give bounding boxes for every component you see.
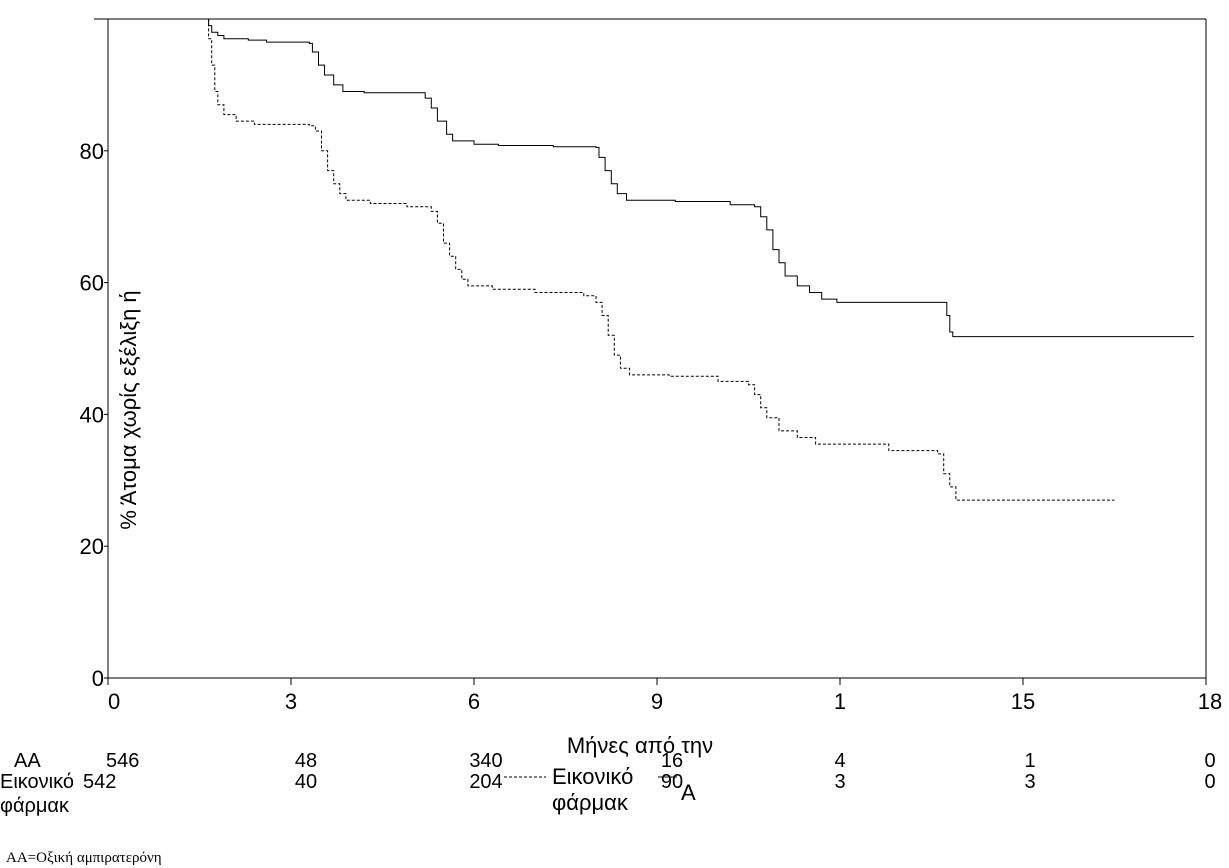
axes [94,18,1207,679]
footnote: AA=Οξική αμπιρατερόνη [6,850,162,866]
y-tick-label: 40 [80,402,104,427]
y-tick-label: 0 [92,666,104,691]
risk-cell: 546 [106,750,139,772]
risk-cell: 0 [1204,771,1215,793]
y-tick-label: 80 [80,139,104,164]
risk-cell: 3 [834,771,845,793]
risk-cell: 4 [834,750,845,772]
series-line-aa [108,18,1194,338]
x-ticks: 0 3 6 9 1 15 18 [107,678,1222,714]
risk-row-label: Εικονικό [0,771,74,793]
legend-label-aa: A [681,780,696,805]
x-tick-label: 0 [108,689,120,714]
risk-cell: 1 [1024,750,1035,772]
y-tick-label: 60 [80,271,104,296]
x-tick-label: 3 [285,689,297,714]
series-group [108,18,1194,501]
legend-label-placebo-line2: φάρμακ [552,790,629,815]
risk-cell: 0 [1204,750,1215,772]
risk-cell: 340 [469,750,502,772]
series-line-placebo [108,18,1115,501]
risk-row-label-line2: φάρμακ [0,795,70,817]
y-tick-label: 20 [80,534,104,559]
x-axis-label: Μήνες από την [567,733,713,758]
x-tick-label: 6 [468,689,480,714]
risk-cell: 542 [83,771,116,793]
legend-label-placebo-line1: Εικονικό [552,764,633,789]
risk-cell: 48 [295,750,317,772]
legend: Εικονικό φάρμακ A [504,764,696,815]
risk-row-label: AA [14,750,41,772]
risk-cell: 16 [661,750,683,772]
x-tick-label: 15 [1011,689,1035,714]
risk-cell: 204 [469,771,502,793]
risk-cell: 90 [661,771,683,793]
x-tick-label: 18 [1198,689,1222,714]
x-tick-label: 9 [651,689,663,714]
risk-cell: 40 [295,771,317,793]
y-ticks: 0 20 40 60 80 [80,139,108,691]
y-axis-label: % Άτομα χωρίς εξέλιξη ή [116,290,141,529]
risk-cell: 3 [1024,771,1035,793]
x-tick-label: 1 [834,689,846,714]
